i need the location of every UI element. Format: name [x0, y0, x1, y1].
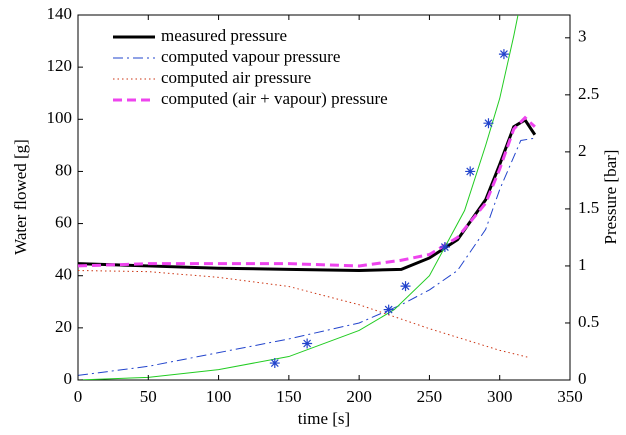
series-line: [78, 15, 519, 380]
legend-label: computed (air + vapour) pressure: [161, 89, 388, 108]
x-tick-label: 200: [346, 387, 372, 406]
x-tick-label: 0: [74, 387, 83, 406]
y-tick-label: 120: [47, 56, 73, 75]
series-line: [78, 117, 537, 273]
y2-tick-label: 1: [578, 255, 587, 274]
y2-tick-label: 1.5: [578, 198, 599, 217]
y2-tick-label: 0: [578, 369, 587, 388]
marker: [498, 49, 509, 60]
series-layer: [78, 15, 537, 380]
marker: [269, 358, 280, 369]
y2-tick-label: 3: [578, 27, 587, 46]
series-line: [78, 270, 528, 358]
legend-label: computed air pressure: [161, 68, 311, 87]
legend-label: measured pressure: [161, 26, 287, 45]
y2-tick-label: 0.5: [578, 312, 599, 331]
y2-tick-label: 2.5: [578, 84, 599, 103]
marker: [383, 304, 394, 315]
x-tick-label: 250: [417, 387, 443, 406]
marker: [400, 281, 411, 292]
marker: [302, 338, 313, 349]
y-tick-label: 100: [47, 108, 73, 127]
x-tick-label: 50: [140, 387, 157, 406]
y-tick-label: 80: [55, 160, 72, 179]
x-tick-label: 100: [206, 387, 232, 406]
marker: [439, 242, 450, 253]
y-tick-label: 140: [47, 4, 73, 23]
x-tick-label: 350: [557, 387, 583, 406]
legend-label: computed vapour pressure: [161, 47, 340, 66]
y2-tick-label: 2: [578, 141, 587, 160]
x-axis-label: time [s]: [298, 409, 350, 428]
y-tick-label: 0: [64, 369, 73, 388]
y-axis-label: Water flowed [g]: [11, 139, 30, 255]
y-tick-label: 20: [55, 317, 72, 336]
series-line: [78, 137, 535, 376]
series-line: [78, 115, 536, 268]
y-tick-label: 60: [55, 212, 72, 231]
marker: [483, 118, 494, 129]
x-tick-label: 150: [276, 387, 302, 406]
y2-axis-label: Pressure [bar]: [601, 150, 620, 245]
marker: [465, 166, 476, 177]
plot-frame: [77, 14, 571, 381]
y-tick-label: 40: [55, 265, 72, 284]
x-tick-label: 300: [487, 387, 513, 406]
